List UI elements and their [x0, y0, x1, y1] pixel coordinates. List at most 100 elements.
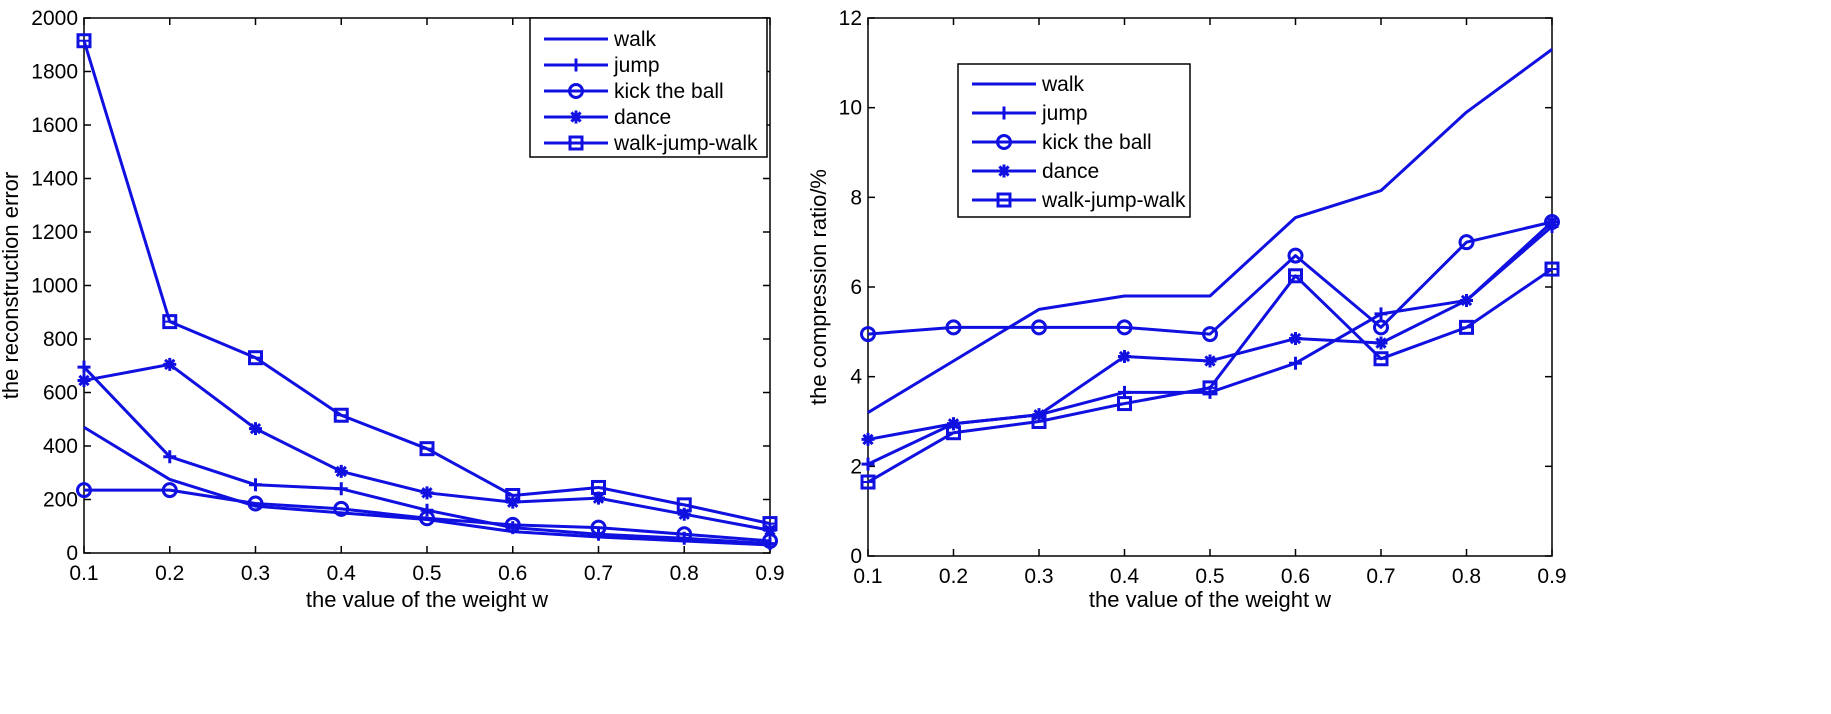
- data-point: [1373, 351, 1389, 367]
- series-dance: [77, 357, 777, 537]
- x-tick-label: 0.8: [670, 562, 699, 585]
- series-line: [867, 225, 1553, 466]
- y-tick-label: 800: [43, 328, 78, 351]
- data-point: [76, 33, 92, 49]
- x-tick-label: 0.3: [1024, 565, 1053, 588]
- data-point: [420, 486, 434, 500]
- y-tick-label: 400: [43, 435, 78, 458]
- data-point: [249, 422, 262, 436]
- y-tick-label: 1200: [31, 221, 78, 244]
- data-point: [946, 425, 961, 441]
- data-point: [676, 497, 692, 513]
- data-point: [162, 314, 178, 330]
- x-tick-label: 0.4: [1110, 565, 1140, 588]
- x-tick-label: 0.1: [853, 565, 882, 588]
- series-line: [867, 220, 1553, 336]
- data-point: [1202, 380, 1218, 396]
- data-point: [76, 482, 92, 499]
- data-point: [945, 319, 962, 336]
- data-point: [419, 441, 435, 457]
- data-point: [1287, 247, 1304, 264]
- y-tick-label: 0: [850, 545, 862, 568]
- data-point: [77, 360, 91, 374]
- y-axis-label: the reconstruction error: [0, 172, 23, 399]
- legend-marker: [568, 135, 584, 151]
- legend-label: kick the ball: [1042, 131, 1152, 154]
- series-walk: [83, 425, 771, 547]
- y-tick-label: 1600: [31, 114, 78, 137]
- data-point: [249, 478, 262, 492]
- data-point: [1289, 356, 1302, 370]
- x-tick-label: 0.8: [1452, 565, 1481, 588]
- data-point: [1203, 354, 1217, 368]
- data-point: [419, 510, 435, 527]
- data-point: [591, 479, 606, 495]
- legend-label: kick the ball: [614, 80, 724, 103]
- series-kick-the-ball: [860, 213, 1560, 343]
- data-point: [590, 519, 607, 536]
- data-point: [1118, 349, 1131, 363]
- x-tick-label: 0.2: [155, 562, 184, 585]
- data-point: [420, 503, 434, 517]
- data-point: [333, 407, 349, 423]
- data-point: [1117, 396, 1132, 412]
- data-point: [947, 417, 960, 431]
- legend-label: walk: [613, 28, 657, 51]
- data-point: [1202, 326, 1218, 343]
- data-point: [1460, 293, 1473, 307]
- y-tick-label: 12: [839, 7, 862, 30]
- y-tick-label: 1800: [31, 61, 78, 84]
- data-point: [161, 482, 178, 499]
- data-point: [77, 373, 91, 387]
- data-point: [163, 357, 177, 371]
- data-point: [676, 526, 693, 543]
- data-point: [248, 350, 263, 366]
- series-line: [83, 425, 771, 547]
- data-point: [334, 482, 348, 496]
- y-tick-label: 4: [850, 366, 862, 389]
- y-tick-label: 1400: [31, 168, 78, 191]
- x-tick-label: 0.7: [584, 562, 613, 585]
- series-walk: [867, 48, 1553, 414]
- x-tick-label: 0.6: [1281, 565, 1310, 588]
- series-line: [867, 220, 1554, 441]
- data-point: [1031, 414, 1047, 429]
- data-point: [1116, 319, 1133, 336]
- y-tick-label: 8: [850, 186, 862, 209]
- data-point: [1459, 319, 1474, 335]
- data-point: [762, 516, 778, 532]
- x-tick-label: 0.5: [1195, 565, 1224, 588]
- legend-label: walk-jump-walk: [1041, 189, 1186, 212]
- data-point: [1374, 307, 1388, 321]
- data-point: [247, 495, 264, 512]
- legend-label: dance: [1042, 160, 1099, 183]
- legend-label: dance: [614, 106, 671, 129]
- data-point: [1374, 336, 1388, 350]
- y-tick-label: 2000: [31, 7, 78, 30]
- legend-label: jump: [613, 54, 660, 77]
- data-point: [1373, 319, 1389, 336]
- x-tick-label: 0.7: [1366, 565, 1395, 588]
- series-kick-the-ball: [76, 482, 778, 549]
- data-point: [1288, 268, 1303, 284]
- y-tick-label: 600: [43, 382, 78, 405]
- legend: walk jump kick the ball dance walk-jump-walk: [957, 63, 1191, 218]
- y-tick-label: 2: [850, 455, 862, 478]
- y-axis-label: the compression ratio/%: [806, 169, 831, 405]
- data-point: [860, 474, 876, 490]
- chart-reconstruction-error: 0.1 0.2 0.3 0.4 0.5 0.6 0.7 0.8 0.9 0 200 400 600 800…: [0, 7, 785, 612]
- data-point: [505, 487, 521, 503]
- y-tick-label: 0: [66, 542, 78, 565]
- legend-marker: [568, 83, 584, 99]
- chart-compression-ratio: 0.1 0.2 0.3 0.4 0.5 0.6 0.7 0.8 0.9 0 2 4 6 8 10 12 the …: [806, 7, 1567, 612]
- data-point: [334, 464, 348, 478]
- x-tick-label: 0.9: [1537, 565, 1566, 588]
- legend-label: jump: [1041, 102, 1088, 125]
- data-point: [333, 500, 350, 517]
- series-line: [84, 488, 771, 543]
- legend-label: walk-jump-walk: [613, 132, 758, 155]
- series-line: [867, 267, 1553, 484]
- y-tick-label: 1000: [31, 275, 78, 298]
- data-point: [860, 326, 876, 343]
